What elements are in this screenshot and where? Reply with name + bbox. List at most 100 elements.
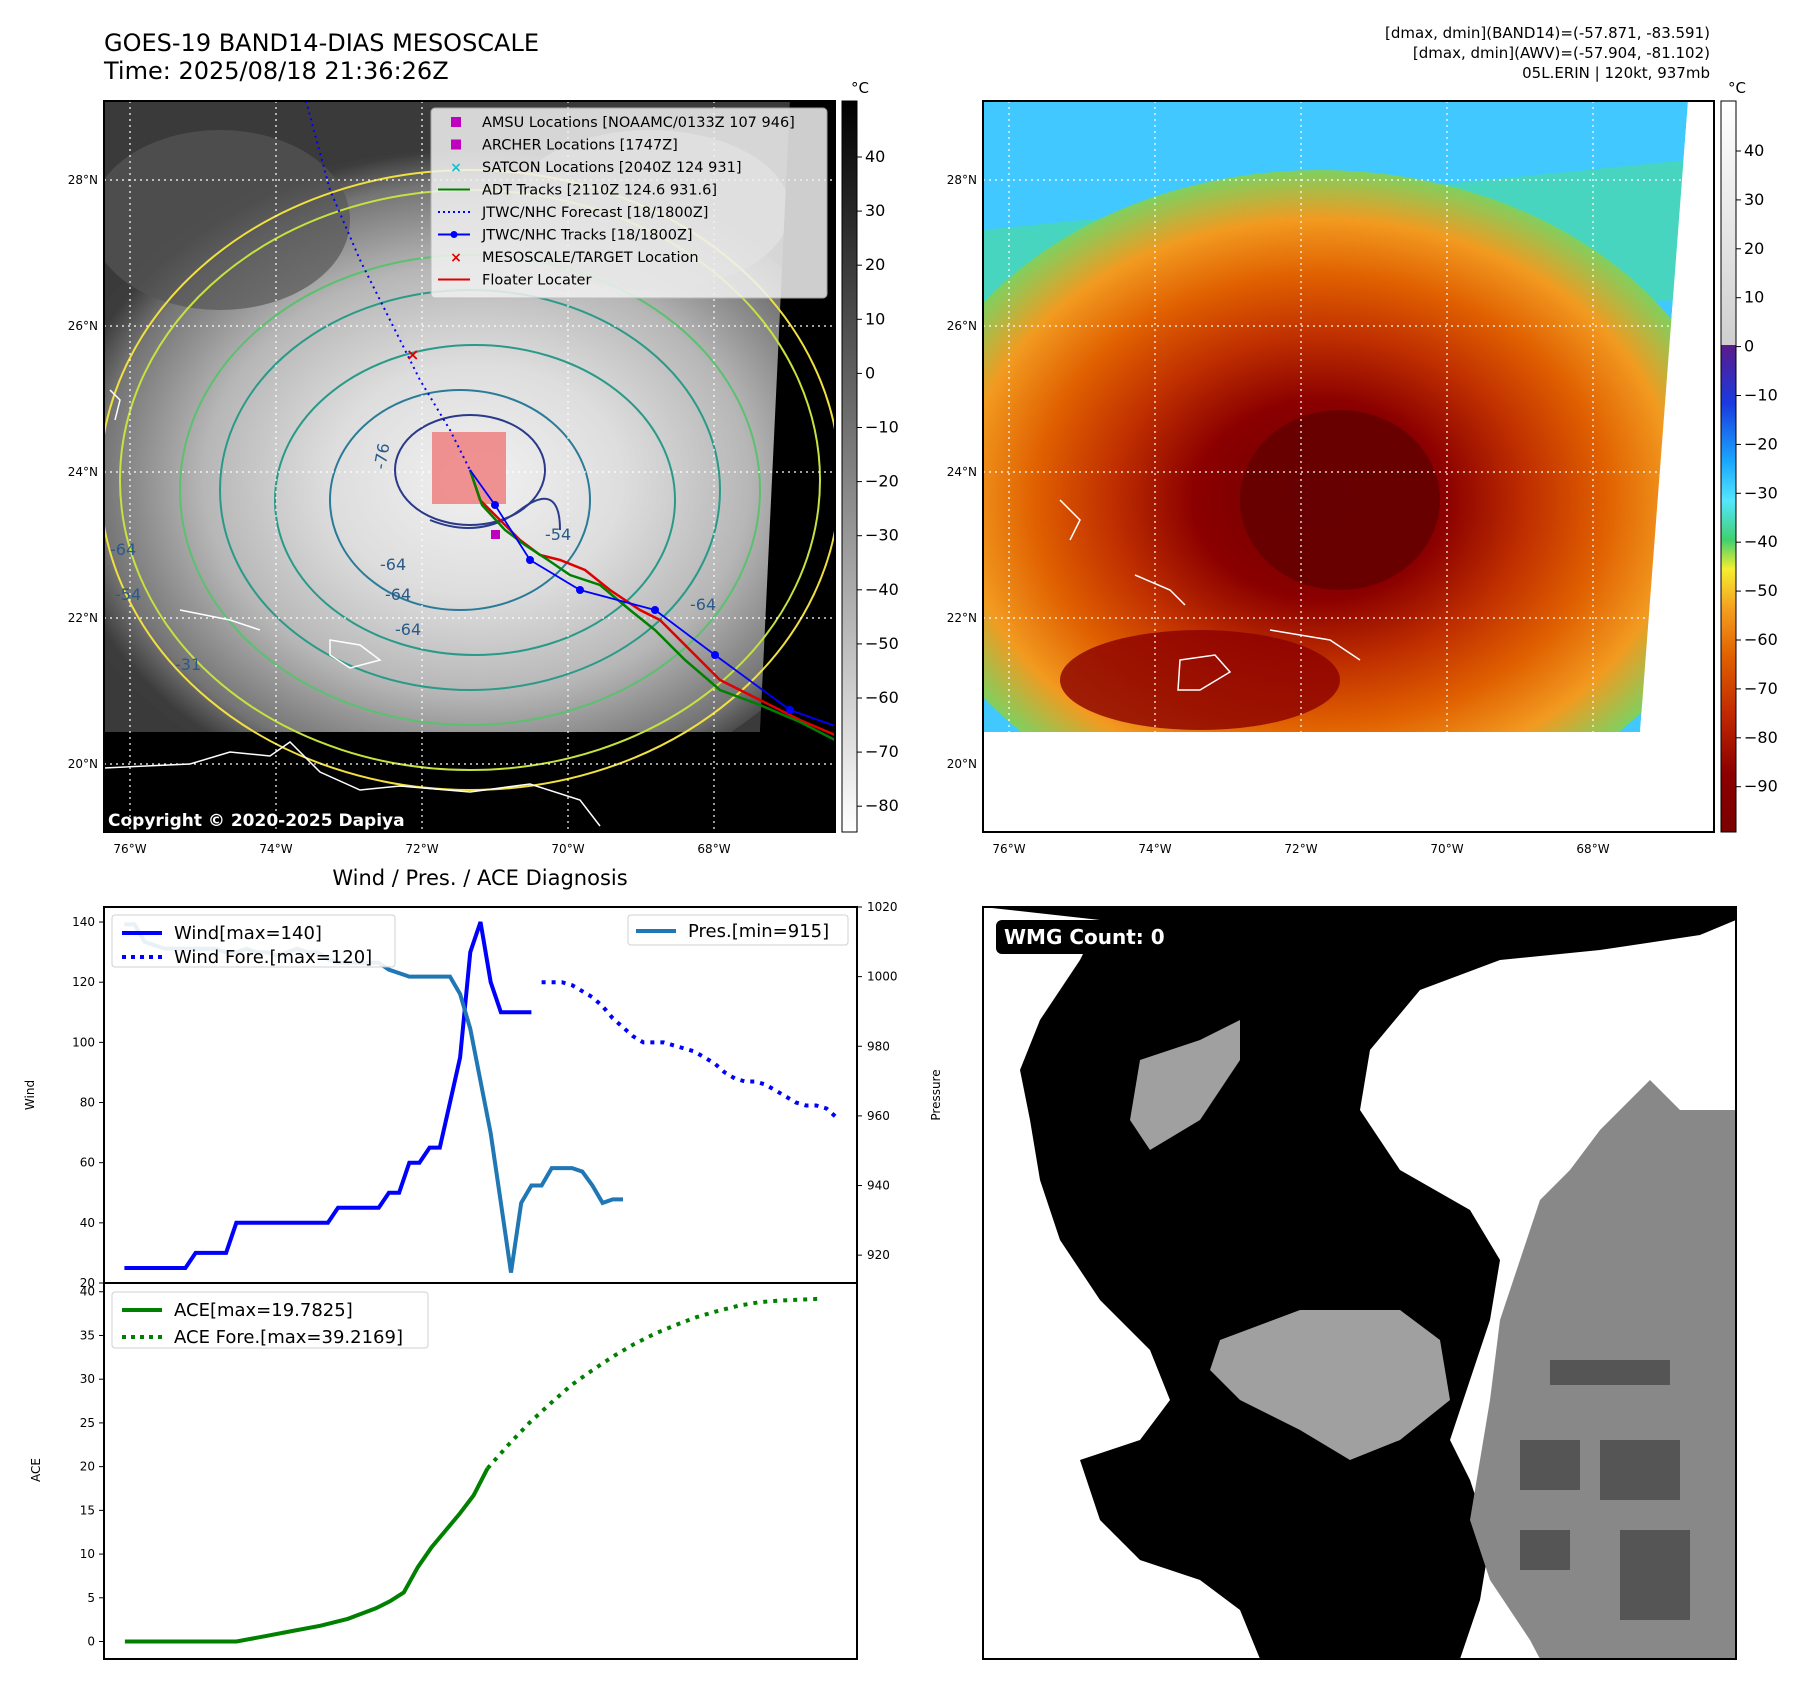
lon-label: 68°W — [1576, 842, 1609, 856]
colorbar-tick-label: −70 — [1744, 679, 1778, 698]
figure-title: GOES-19 BAND14-DIAS MESOSCALE — [104, 29, 539, 57]
legend-marker — [451, 117, 461, 127]
colorbar-tick-label: −70 — [865, 742, 899, 761]
ace-tick-label: 0 — [87, 1635, 95, 1649]
legend-entry: × MESOSCALE/TARGET Location — [450, 250, 698, 266]
legend-wind-forecast: Wind Fore.[max=120] — [174, 947, 372, 968]
pressure-tick-label: 1000 — [867, 970, 898, 984]
adt-track — [468, 469, 835, 742]
lat-label: 26°N — [68, 319, 98, 333]
wind-tick-label: 60 — [80, 1156, 95, 1170]
info-awv: [dmax, dmin](AWV)=(-57.904, -81.102) — [1413, 44, 1710, 62]
floater-locater-track — [468, 469, 835, 737]
colorbar-tick-label: −50 — [865, 634, 899, 653]
pressure-tick-label: 940 — [867, 1179, 890, 1193]
colorbar-tick-label: −80 — [865, 796, 899, 815]
lat-label: 20°N — [68, 757, 98, 771]
ace-chart: ACE 0 5 10 15 20 25 30 35 40 ACE[max=19.7825] AC… — [29, 1282, 858, 1660]
legend-label: ARCHER Locations [1747Z] — [482, 138, 678, 154]
lon-label: 74°W — [1138, 842, 1171, 856]
jtwc-track — [469, 469, 835, 727]
legend-entry: JTWC/NHC Forecast [18/1800Z] — [438, 205, 708, 221]
lon-label: 68°W — [697, 842, 730, 856]
ace-legend: ACE[max=19.7825] ACE Fore.[max=39.2169] — [111, 1291, 429, 1349]
colorbar-tick-label: −60 — [865, 688, 899, 707]
lat-label: 22°N — [947, 611, 977, 625]
legend-entry: ADT Tracks [2110Z 124.6 931.6] — [438, 183, 717, 199]
contour-label: -64 — [395, 620, 421, 639]
wind-tick-label: 120 — [72, 975, 95, 989]
contour-label: -54 — [115, 585, 141, 604]
colorbar-gray: °C 40 30 20 10 0 −10 −20 −30 −40 −50 −60 −70 −80 — [841, 79, 899, 833]
colorbar-tick-label: −20 — [1744, 434, 1778, 453]
colorbar-tick-label: 40 — [865, 147, 885, 166]
lat-label: 28°N — [947, 173, 977, 187]
map-awv-panel: 76°W 74°W 72°W 70°W 68°W 28°N 26°N 24°N … — [947, 100, 1715, 856]
legend-pressure: Pres.[min=915] — [688, 921, 829, 942]
lon-label: 72°W — [405, 842, 438, 856]
colorbar-tick-label: 0 — [865, 363, 875, 382]
wind-tick-label: 20 — [80, 1276, 95, 1290]
lon-label: 70°W — [551, 842, 584, 856]
wind-tick-label: 40 — [80, 1216, 95, 1230]
wind-tick-label: 100 — [72, 1035, 95, 1049]
ace-tick-label: 40 — [80, 1285, 95, 1299]
colorbar-tick-label: −30 — [1744, 483, 1778, 502]
contour-label: -64 — [385, 585, 411, 604]
legend-entry: ARCHER Locations [1747Z] — [451, 138, 678, 154]
colorbar-tick-label: 30 — [865, 201, 885, 220]
colorbar-tick-label: −80 — [1744, 728, 1778, 747]
series-line-ace — [124, 1467, 490, 1644]
wmg-region-gray — [1130, 1020, 1240, 1150]
map-coastlines — [104, 389, 601, 827]
colorbar-unit: °C — [1728, 79, 1746, 97]
map-gridlines — [983, 101, 1714, 832]
wmg-count-label: WMG Count: 0 — [1004, 925, 1165, 949]
wmg-badge — [996, 920, 1176, 954]
pressure-legend: Pres.[min=915] — [627, 914, 849, 946]
wmg-region-gray — [1210, 1310, 1450, 1460]
pressure-tick-label: 960 — [867, 1109, 890, 1123]
ace-tick-label: 35 — [80, 1328, 95, 1342]
map-legend: AMSU Locations [NOAAMC/0133Z 107 946] ARC… — [430, 107, 828, 299]
colorbar-tick-label: 20 — [1744, 239, 1764, 258]
series-line-wind-forecast — [541, 980, 838, 1120]
map-band14-panel: -76 -64 -64 -64 -54 -54 -64 -31 -64 — [68, 100, 836, 856]
wind-tick-label: 140 — [72, 915, 95, 929]
info-band14: [dmax, dmin](BAND14)=(-57.871, -83.591) — [1385, 24, 1710, 42]
lat-label: 24°N — [68, 465, 98, 479]
legend-label: MESOSCALE/TARGET Location — [482, 250, 699, 266]
contour-label: -64 — [110, 540, 136, 559]
lat-label: 28°N — [68, 173, 98, 187]
legend-ace: ACE[max=19.7825] — [174, 1300, 353, 1321]
wind-legend: Wind[max=140] Wind Fore.[max=120] — [111, 914, 396, 968]
pressure-tick-label: 1020 — [867, 900, 898, 914]
contour-label: -64 — [690, 595, 716, 614]
map-coastlines — [1059, 499, 1361, 691]
colorbar-tick-label: −30 — [865, 526, 899, 545]
legend-label: SATCON Locations [2040Z 124 931] — [482, 160, 741, 176]
wind-axis-label: Wind — [23, 1080, 37, 1110]
colorbar-tick-label: 40 — [1744, 141, 1764, 160]
lon-label: 72°W — [1284, 842, 1317, 856]
legend-wind: Wind[max=140] — [174, 923, 322, 944]
colorbar-tick-label: 0 — [1744, 337, 1754, 356]
colorbar-tick-label: −50 — [1744, 581, 1778, 600]
legend-label: Floater Locater — [482, 273, 591, 289]
legend-marker: × — [450, 250, 462, 266]
jtwc-forecast-track — [305, 101, 471, 471]
legend-entry: JTWC/NHC Tracks [18/1800Z] — [438, 228, 693, 244]
archer-marker — [491, 530, 500, 539]
lon-label: 76°W — [992, 842, 1025, 856]
ace-tick-label: 25 — [80, 1416, 95, 1430]
series-line-ace-forecast — [486, 1296, 823, 1470]
colorbar-tick-label: 10 — [1744, 288, 1764, 307]
ace-axis-label: ACE — [29, 1458, 43, 1482]
wmg-panel: WMG Count: 0 — [982, 906, 1737, 1660]
colorbar-tick-label: −60 — [1744, 630, 1778, 649]
wind-tick-label: 80 — [80, 1096, 95, 1110]
figure-time: Time: 2025/08/18 21:36:26Z — [103, 57, 449, 85]
lat-label: 22°N — [68, 611, 98, 625]
contour-label: -31 — [175, 655, 201, 674]
